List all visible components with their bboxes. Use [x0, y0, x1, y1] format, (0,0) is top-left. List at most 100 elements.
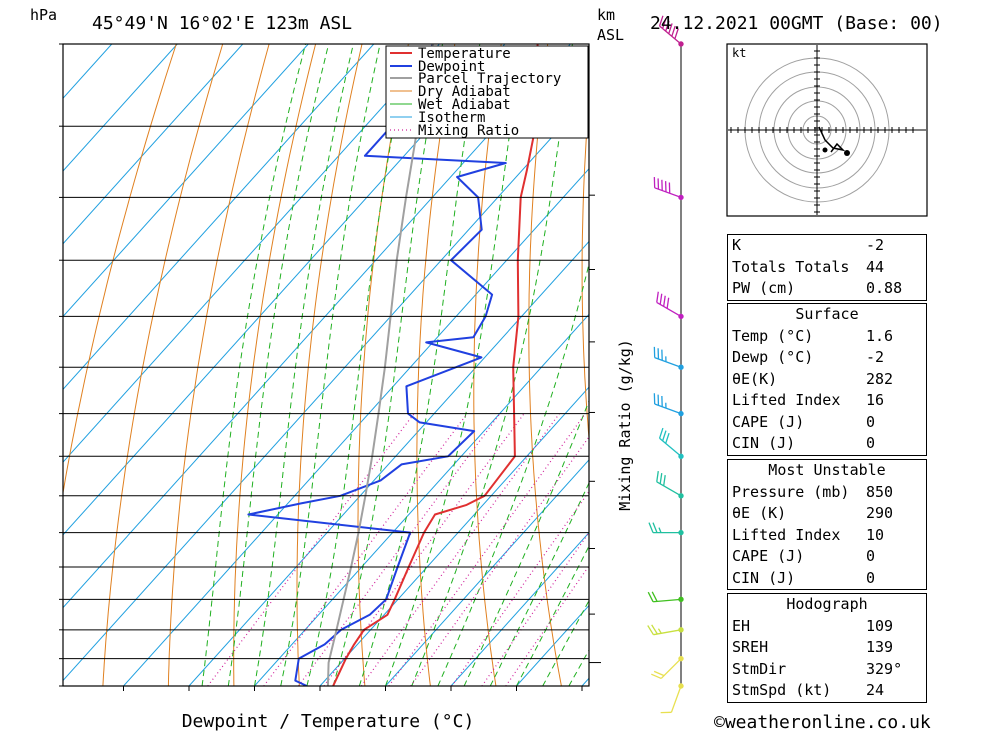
isotherm-line: [63, 44, 440, 463]
most-unstable-table: Most Unstable Pressure (mb) 850 θE (K) 290…: [727, 459, 927, 590]
barb-flag: [648, 522, 654, 533]
dry-adiabat-line: [965, 44, 1000, 686]
temperature-line: [332, 44, 539, 686]
legend-mixing-ratio: Mixing Ratio: [418, 123, 519, 139]
surface-cape-label: CAPE (J): [732, 412, 805, 431]
barb-flag: [658, 15, 664, 27]
wet-adiabat-line: [463, 399, 589, 686]
hodograph-end-marker: [822, 147, 828, 153]
indices-table: K -2 Totals Totals 44 PW (cm) 0.88: [727, 234, 927, 301]
barb-flag: [663, 475, 666, 486]
isotherm-line: [63, 44, 178, 172]
mixing-ratio-line: [505, 564, 589, 686]
barb-flag: [659, 293, 663, 305]
surface-li-value: 16: [866, 391, 885, 409]
barb-shaft: [659, 25, 682, 45]
k-label: K: [732, 236, 742, 254]
surface-cape-value: 0: [866, 412, 876, 431]
barb-shaft: [654, 403, 682, 415]
dry-adiabat-line: [634, 44, 693, 686]
k-value: -2: [866, 236, 885, 254]
header-location: 45°49'N 16°02'E 123m ASL: [92, 13, 352, 34]
mu-pressure-label: Pressure (mb): [732, 482, 850, 501]
mixing-ratio-line: [263, 413, 468, 686]
isotherm-line: [63, 44, 506, 536]
mixing-ratio-line: [451, 490, 589, 686]
isotherm-line: [63, 44, 375, 391]
mu-cin-value: 0: [866, 568, 876, 587]
surface-cin-label: CIN (J): [732, 434, 796, 452]
eh-label: EH: [732, 616, 751, 635]
isotherm-line: [188, 240, 589, 686]
barb-flag: [651, 673, 662, 680]
wind-barb: [656, 291, 682, 317]
dewpoint-line: [247, 44, 507, 686]
isotherm-line: [63, 44, 244, 245]
barb-flag: [651, 591, 658, 602]
barb-flag: [665, 20, 670, 32]
barb-flag: [656, 471, 659, 482]
barb-point: [678, 627, 684, 633]
wind-barb: [647, 591, 682, 603]
sounding-series: [247, 44, 539, 686]
legend-dry-adiabat: Dry Adiabat: [418, 84, 511, 100]
isotherm-line: [63, 44, 571, 609]
barb-point: [678, 493, 684, 499]
dry-adiabat-line: [357, 44, 409, 686]
wind-barb: [656, 471, 682, 497]
barb-shaft: [653, 598, 682, 603]
mu-pressure-value: 850: [866, 482, 894, 501]
stmdir-label: StmDir: [732, 659, 787, 678]
barb-shaft: [656, 301, 682, 317]
isotherm-line: [385, 459, 589, 686]
barb-shaft: [656, 481, 682, 497]
mu-li-value: 10: [866, 525, 885, 544]
isotherm-line: [254, 313, 589, 686]
barb-flag: [668, 23, 673, 34]
barb-shaft: [654, 357, 682, 368]
barb-point: [678, 655, 684, 662]
barb-flag: [652, 522, 658, 533]
dry-adiabat-line: [233, 44, 317, 686]
barb-flag: [665, 433, 670, 444]
stmspd-label: StmSpd (kt): [732, 681, 832, 699]
barb-point: [678, 683, 684, 689]
pw-label: PW (cm): [732, 279, 796, 297]
legend-dewpoint: Dewpoint: [418, 59, 485, 75]
barb-shaft: [653, 629, 682, 636]
surface-temp-label: Temp (°C): [732, 326, 814, 345]
mixing-ratio-line: [388, 413, 586, 686]
wet-adiabat-line: [306, 44, 411, 686]
surface-theta-label: θE(K): [732, 369, 778, 388]
dry-adiabat-line: [167, 44, 270, 686]
barb-flag: [661, 18, 667, 29]
barb-flag: [661, 430, 667, 442]
barb-flag: [656, 291, 659, 303]
barb-half-flag: [658, 527, 662, 533]
barb-shaft: [660, 658, 682, 679]
barb-flag: [663, 295, 666, 307]
mu-li-label: Lifted Index: [732, 525, 841, 544]
sreh-value: 139: [866, 638, 894, 656]
dry-adiabat-line: [581, 93, 589, 444]
x-axis-label: Dewpoint / Temperature (°C): [182, 711, 475, 732]
surface-li-label: Lifted Index: [732, 391, 841, 409]
mixing-ratio-line: [298, 413, 501, 686]
barb-flag: [647, 591, 654, 603]
wet-adiabat-line: [489, 481, 589, 686]
barb-flag: [658, 427, 664, 439]
wet-adiabat-line: [254, 44, 354, 686]
wind-barb: [658, 427, 682, 457]
barb-flag: [653, 670, 665, 677]
mixing-ratio-line: [481, 531, 589, 686]
wind-barb: [647, 624, 682, 636]
wind-barb: [653, 177, 682, 199]
barb-flag: [659, 473, 663, 484]
wind-barbs: [647, 15, 684, 714]
mu-theta-label: θE (K): [732, 504, 787, 522]
mu-theta-value: 290: [866, 504, 894, 522]
dry-adiabat-line: [102, 44, 224, 686]
barb-flag: [647, 625, 654, 636]
barb-half-flag: [657, 628, 662, 634]
footer-site: ©weatheronline.co.uk: [714, 712, 931, 733]
